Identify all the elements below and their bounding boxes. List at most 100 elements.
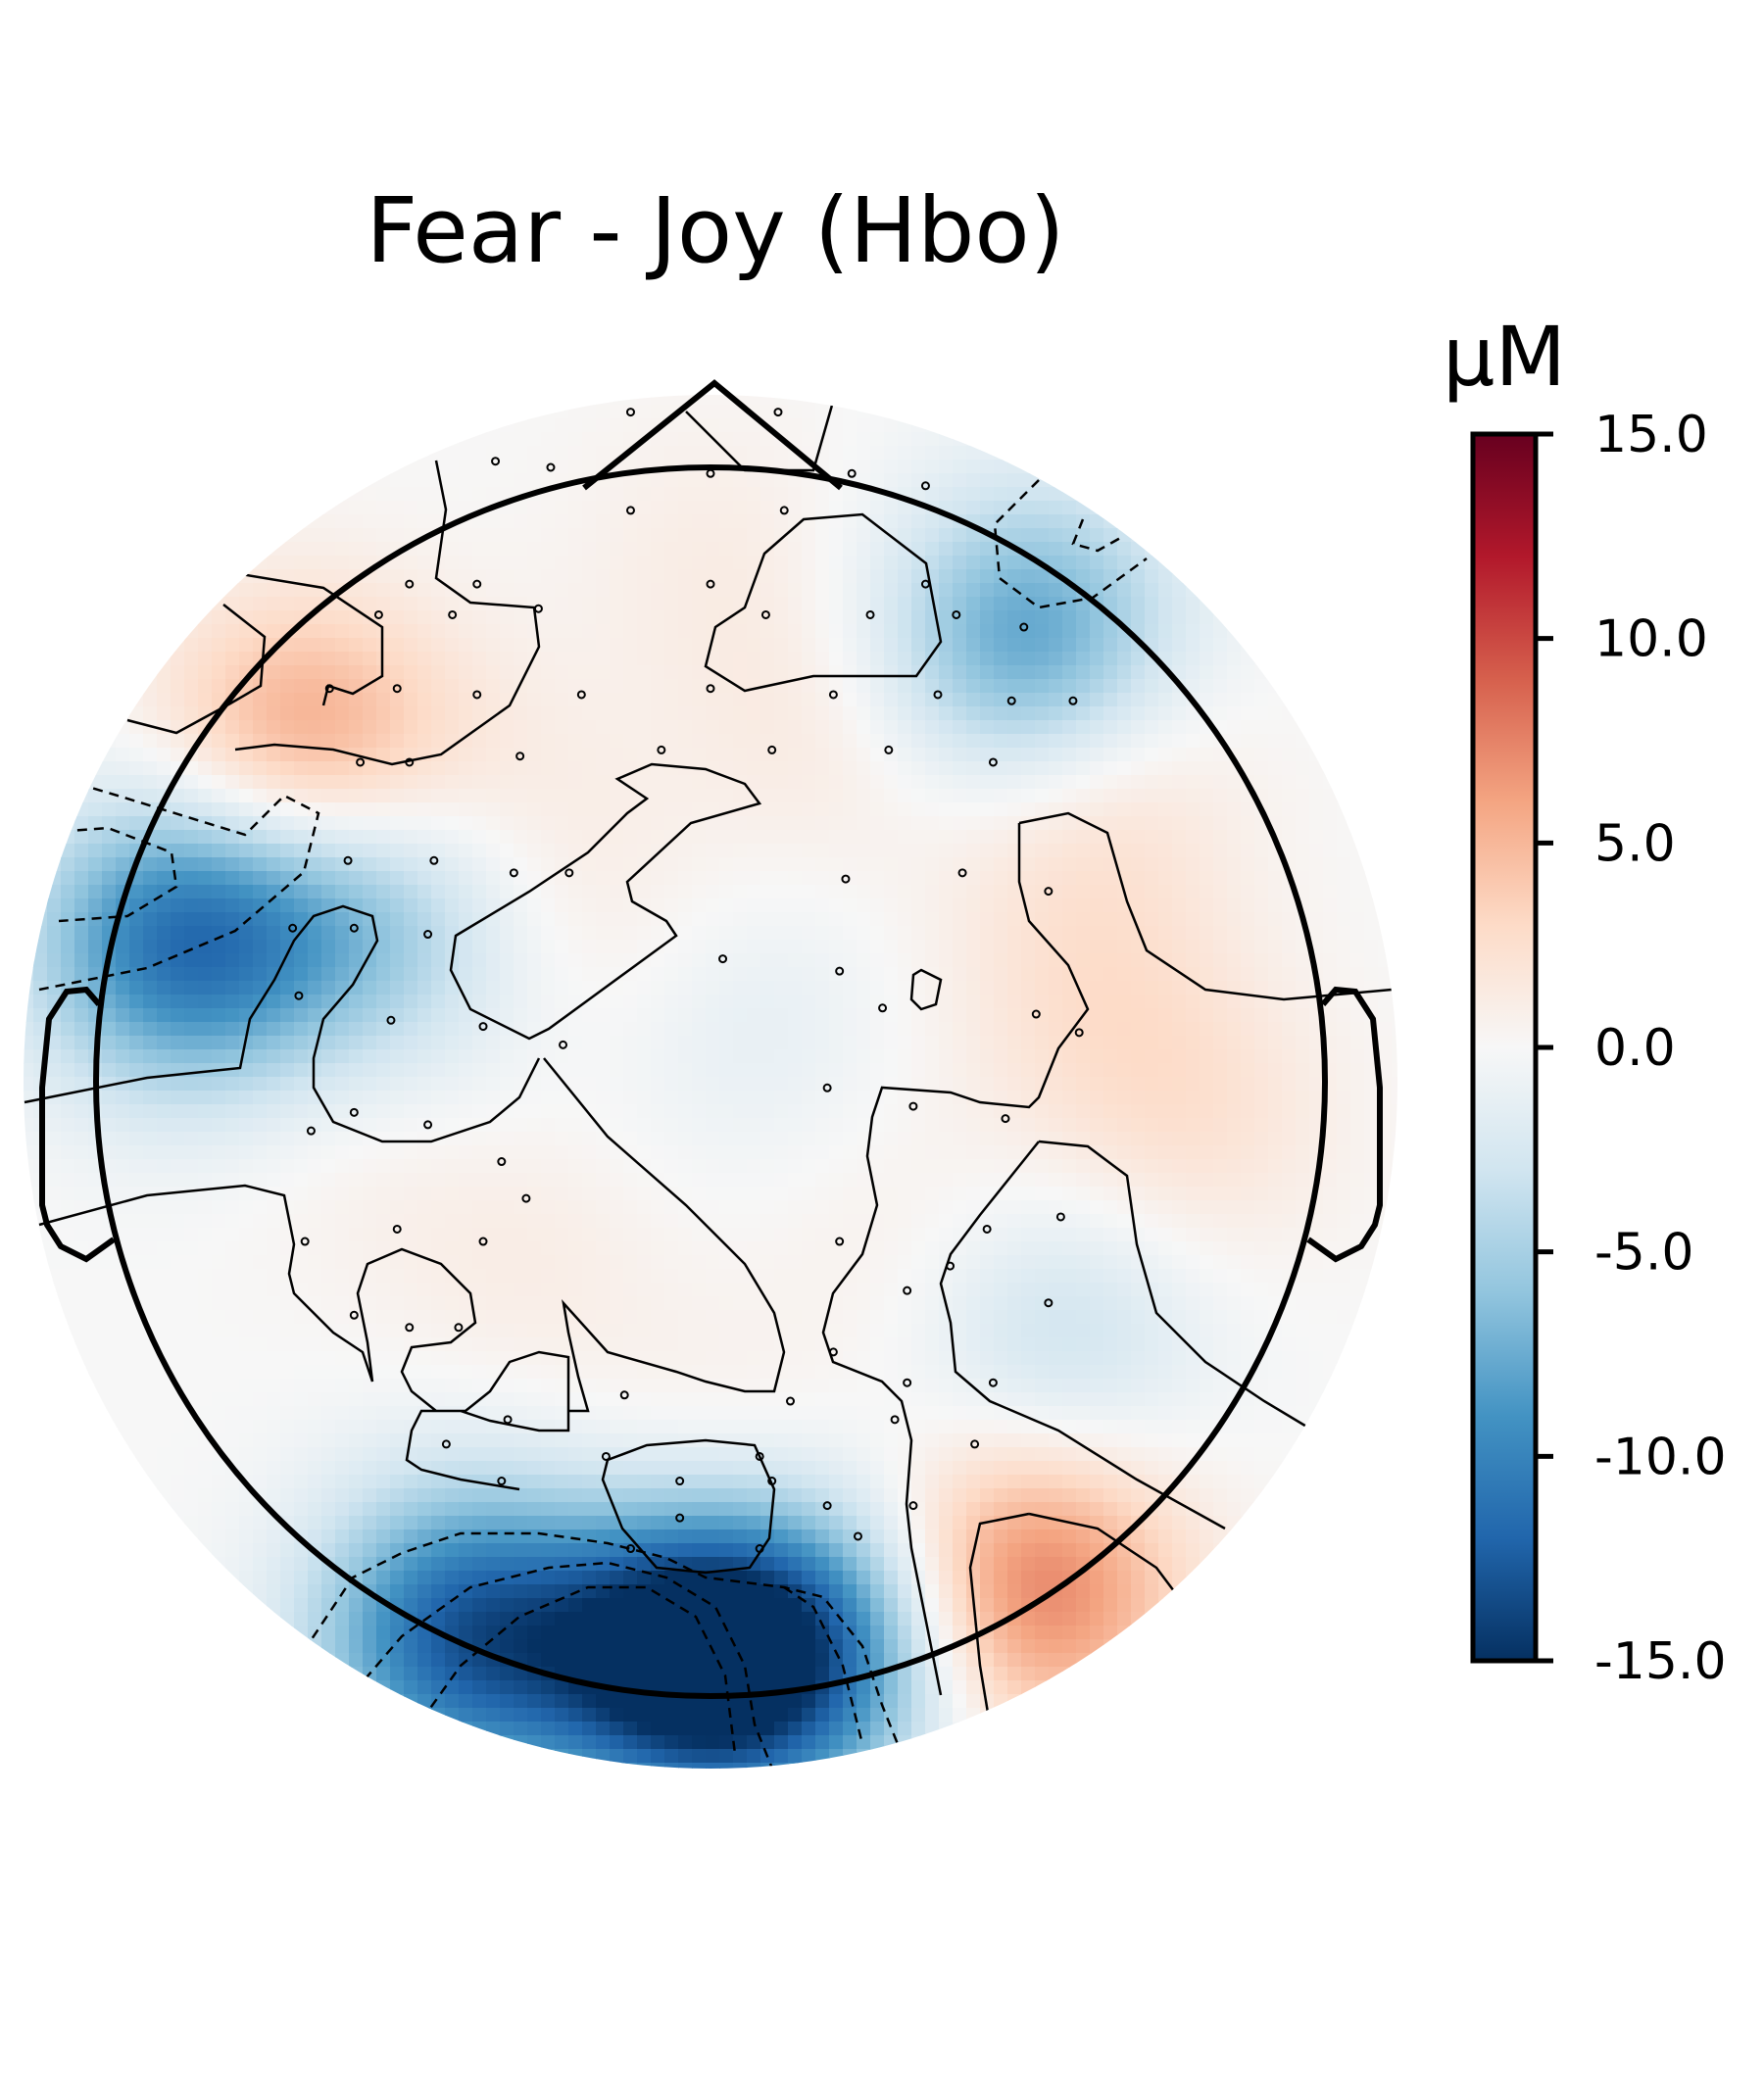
heatmap-cell <box>1131 460 1146 474</box>
heatmap-cell <box>417 898 432 913</box>
heatmap-cell <box>1337 597 1351 611</box>
heatmap-cell <box>184 789 199 803</box>
heatmap-cell <box>1296 734 1310 749</box>
heatmap-cell <box>596 1036 611 1050</box>
heatmap-cell <box>157 871 172 886</box>
heatmap-cell <box>555 432 569 447</box>
heatmap-cell <box>184 610 199 625</box>
heatmap-cell <box>1241 652 1255 666</box>
heatmap-cell <box>610 1036 624 1050</box>
heatmap-cell <box>129 748 144 762</box>
heatmap-cell <box>212 830 226 845</box>
heatmap-cell <box>623 1063 638 1078</box>
heatmap-cell <box>1241 418 1255 433</box>
heatmap-cell <box>1158 679 1173 694</box>
heatmap-cell <box>253 871 268 886</box>
heatmap-cell <box>294 405 309 419</box>
heatmap-cell <box>884 597 899 611</box>
heatmap-cell <box>1062 624 1077 639</box>
heatmap-cell <box>1158 501 1173 515</box>
heatmap-cell <box>925 802 940 817</box>
heatmap-cell <box>747 1036 761 1050</box>
heatmap-cell <box>88 775 103 790</box>
heatmap-cell <box>953 487 967 502</box>
heatmap-cell <box>1090 405 1104 419</box>
heatmap-cell <box>994 501 1008 515</box>
heatmap-cell <box>555 624 569 639</box>
heatmap-cell <box>610 1022 624 1037</box>
heatmap-cell <box>1035 569 1050 584</box>
heatmap-cell <box>651 638 665 653</box>
heatmap-cell <box>198 967 213 982</box>
heatmap-cell <box>184 405 199 419</box>
heatmap-cell <box>212 748 226 762</box>
heatmap-cell <box>1213 405 1228 419</box>
heatmap-cell <box>966 857 981 872</box>
heatmap-cell <box>102 1049 117 1064</box>
heatmap-cell <box>596 844 611 858</box>
heatmap-cell <box>1392 802 1397 817</box>
heatmap-cell <box>1062 830 1077 845</box>
heatmap-cell <box>898 652 912 666</box>
heatmap-cell <box>404 857 418 872</box>
heatmap-cell <box>774 885 789 899</box>
heatmap-cell <box>678 967 693 982</box>
heatmap-cell <box>733 583 748 598</box>
heatmap-cell <box>1021 597 1036 611</box>
heatmap-cell <box>445 748 460 762</box>
heatmap-cell <box>857 679 871 694</box>
heatmap-cell <box>376 446 391 461</box>
heatmap-cell <box>637 748 652 762</box>
heatmap-cell <box>664 995 679 1009</box>
heatmap-cell <box>212 981 226 995</box>
heatmap-cell <box>541 926 556 941</box>
heatmap-cell <box>1392 720 1397 735</box>
heatmap-cell <box>431 967 446 982</box>
heatmap-cell <box>404 885 418 899</box>
heatmap-cell <box>925 1049 940 1064</box>
heatmap-cell <box>1172 1049 1187 1064</box>
heatmap-cell <box>267 460 281 474</box>
heatmap-cell <box>459 816 473 831</box>
heatmap-cell <box>829 693 844 707</box>
heatmap-cell <box>102 528 117 543</box>
heatmap-cell <box>1200 857 1214 872</box>
heatmap-cell <box>870 501 885 515</box>
heatmap-cell <box>1323 418 1338 433</box>
heatmap-cell <box>514 556 528 570</box>
heatmap-cell <box>939 418 954 433</box>
heatmap-cell <box>733 501 748 515</box>
heatmap-cell <box>102 610 117 625</box>
heatmap-cell <box>706 748 720 762</box>
heatmap-cell <box>719 487 734 502</box>
heatmap-cell <box>596 528 611 543</box>
heatmap-cell <box>445 693 460 707</box>
heatmap-cell <box>637 1036 652 1050</box>
heatmap-cell <box>88 418 103 433</box>
heatmap-cell <box>911 816 926 831</box>
heatmap-cell <box>582 446 597 461</box>
heatmap-cell <box>500 1008 514 1023</box>
heatmap-cell <box>843 514 858 529</box>
heatmap-cell <box>349 926 364 941</box>
heatmap-cell <box>24 720 34 735</box>
heatmap-cell <box>1117 926 1132 941</box>
heatmap-cell <box>1035 857 1050 872</box>
heatmap-cell <box>788 926 803 941</box>
heatmap-cell <box>541 748 556 762</box>
heatmap-cell <box>486 556 501 570</box>
heatmap-cell <box>1035 583 1050 598</box>
heatmap-cell <box>47 706 62 721</box>
heatmap-cell <box>445 624 460 639</box>
heatmap-cell <box>994 446 1008 461</box>
heatmap-cell <box>1172 501 1187 515</box>
heatmap-cell <box>870 597 885 611</box>
heatmap-cell <box>1392 995 1397 1009</box>
heatmap-cell <box>225 748 240 762</box>
heatmap-cell <box>925 665 940 680</box>
heatmap-cell <box>431 679 446 694</box>
heatmap-cell <box>514 610 528 625</box>
heatmap-cell <box>1337 473 1351 488</box>
heatmap-cell <box>733 761 748 776</box>
heatmap-cell <box>994 514 1008 529</box>
